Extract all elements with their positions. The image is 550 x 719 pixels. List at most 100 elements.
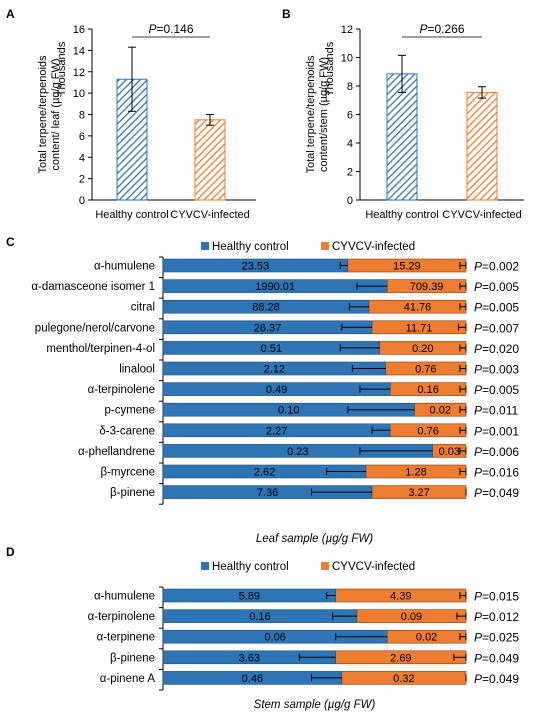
p-value-label: P=0.025 bbox=[474, 631, 519, 645]
y-tick-label: 8 bbox=[79, 110, 85, 122]
data-label-infected: 3.27 bbox=[408, 487, 429, 499]
p-value-label-value: =0.020 bbox=[482, 342, 519, 356]
row-label: citral bbox=[131, 302, 155, 314]
p-value-label-value: =0.007 bbox=[482, 321, 519, 335]
data-label-infected: 0.09 bbox=[401, 611, 422, 623]
p-value-label: P=0.015 bbox=[474, 590, 519, 604]
p-value-label: P=0.007 bbox=[474, 321, 519, 335]
y-axis-label-line2: content/ leaf (µg/g FW) bbox=[50, 58, 62, 170]
p-value-label-italic: P bbox=[148, 22, 156, 36]
row-label: α-pinene A bbox=[100, 673, 156, 685]
p-value-label-italic: P bbox=[474, 424, 482, 438]
y-axis-label-line1: Total terpene/terpenoids bbox=[305, 55, 317, 174]
x-category-label: Healthy control bbox=[365, 209, 438, 221]
row-label: pulegone/nerol/carvone bbox=[35, 322, 155, 334]
p-value-label-value: =0.001 bbox=[482, 424, 519, 438]
p-value-label-italic: P bbox=[474, 466, 482, 480]
data-label-infected: 11.71 bbox=[406, 322, 433, 334]
y-tick-label: 16 bbox=[73, 24, 85, 36]
y-tick-label: 0 bbox=[347, 195, 353, 207]
x-axis-label: Leaf sample (µg/g FW) bbox=[256, 533, 373, 545]
y-tick-label: 10 bbox=[341, 53, 353, 65]
data-label-healthy: 2.62 bbox=[254, 467, 275, 479]
thousands-label: Thousands bbox=[56, 41, 68, 96]
chart-panel-d: Healthy control CYVCV-infected α-humulene 5… bbox=[88, 561, 520, 711]
data-label-infected: 0.16 bbox=[417, 384, 438, 396]
data-label-healthy: 0.51 bbox=[261, 343, 282, 355]
p-value-label-value: =0.003 bbox=[482, 363, 519, 377]
p-value-label-value: =0.049 bbox=[482, 486, 519, 500]
data-label-healthy: 0.49 bbox=[266, 384, 287, 396]
p-value-label: P=0.146 bbox=[148, 22, 193, 36]
panel-label-c: C bbox=[6, 235, 15, 249]
p-value-label: P=0.005 bbox=[474, 301, 519, 315]
chart-panel-b: 0 2 4 6 8 10 12 Total terpene/terpenoids content… bbox=[305, 22, 524, 221]
y-tick-label: 4 bbox=[79, 152, 85, 164]
bar-infected bbox=[194, 119, 226, 201]
row-label: α-terpinolene bbox=[88, 384, 155, 396]
row-label: α-humulene bbox=[94, 261, 155, 273]
thousands-label: Thousands bbox=[324, 41, 336, 96]
p-value-label-value: =0.146 bbox=[156, 22, 193, 36]
p-value-label-value: =0.006 bbox=[482, 445, 519, 459]
p-value-label-italic: P bbox=[474, 363, 482, 377]
legend-label-infected: CYVCV-infected bbox=[332, 241, 415, 253]
legend-swatch-infected bbox=[321, 242, 329, 250]
p-value-label-value: =0.002 bbox=[482, 260, 519, 274]
y-tick-label: 0 bbox=[79, 195, 85, 207]
p-value-label-value: =0.005 bbox=[482, 301, 519, 315]
p-value-label-value: =0.025 bbox=[482, 631, 519, 645]
row-label: α-terpinene bbox=[97, 632, 155, 644]
data-label-infected: 1.28 bbox=[405, 467, 426, 479]
row-label: β-pinene bbox=[110, 652, 155, 664]
p-value-label: P=0.049 bbox=[474, 672, 519, 686]
x-category-label: CYVCV-infected bbox=[442, 209, 521, 221]
data-label-infected: 0.32 bbox=[393, 673, 414, 685]
p-value-label-italic: P bbox=[474, 404, 482, 418]
data-label-infected: 41.76 bbox=[404, 302, 432, 314]
legend-label-healthy: Healthy control bbox=[212, 561, 289, 573]
p-value-label-value: =0.266 bbox=[427, 22, 464, 36]
p-value-label-italic: P bbox=[474, 486, 482, 500]
p-value-label-italic: P bbox=[474, 651, 482, 665]
p-value-label-italic: P bbox=[474, 631, 482, 645]
p-value-label: P=0.005 bbox=[474, 280, 519, 294]
y-tick-label: 8 bbox=[347, 81, 353, 93]
data-label-infected: 0.76 bbox=[415, 364, 436, 376]
data-label-healthy: 1990.01 bbox=[255, 281, 295, 293]
panel-label-a: A bbox=[6, 7, 15, 21]
chart-panel-c: Healthy control CYVCV-infected α-humulene 2… bbox=[31, 241, 519, 545]
y-tick-label: 12 bbox=[73, 67, 85, 79]
p-value-label: P=0.049 bbox=[474, 651, 519, 665]
legend-swatch-healthy bbox=[201, 562, 209, 570]
p-value-label-italic: P bbox=[474, 383, 482, 397]
bar-healthy bbox=[386, 73, 418, 201]
data-label-infected: 15.29 bbox=[393, 261, 421, 273]
p-value-label-value: =0.012 bbox=[482, 610, 519, 624]
chart-panel-a: 0 2 4 6 8 10 12 14 16 Total terpene/terpenoids con… bbox=[37, 22, 256, 221]
p-value-label: P=0.003 bbox=[474, 363, 519, 377]
x-category-label: Healthy control bbox=[95, 209, 168, 221]
p-value-label-italic: P bbox=[474, 301, 482, 315]
data-label-healthy: 0.23 bbox=[287, 446, 308, 458]
p-value-label: P=0.006 bbox=[474, 445, 519, 459]
row-label: β-myrcene bbox=[100, 467, 155, 479]
data-label-healthy: 88.28 bbox=[252, 302, 280, 314]
data-label-healthy: 0.46 bbox=[242, 673, 263, 685]
panel-label-b: B bbox=[282, 7, 291, 21]
y-axis-label-line1: Total terpene/terpenoids bbox=[37, 55, 49, 174]
y-tick-label: 2 bbox=[347, 167, 353, 179]
row-label: linalool bbox=[119, 364, 155, 376]
data-label-infected: 0.76 bbox=[417, 425, 438, 437]
p-value-label: P=0.016 bbox=[474, 466, 519, 480]
data-label-healthy: 7.36 bbox=[257, 487, 278, 499]
data-label-infected: 0.02 bbox=[416, 632, 437, 644]
data-label-healthy: 3.63 bbox=[239, 652, 260, 664]
p-value-label-italic: P bbox=[474, 260, 482, 274]
p-value-label-value: =0.011 bbox=[482, 404, 518, 418]
p-value-label: P=0.002 bbox=[474, 260, 519, 274]
row-label: p-cymene bbox=[105, 405, 156, 417]
data-label-healthy: 23.53 bbox=[242, 261, 270, 273]
p-value-label-italic: P bbox=[474, 342, 482, 356]
